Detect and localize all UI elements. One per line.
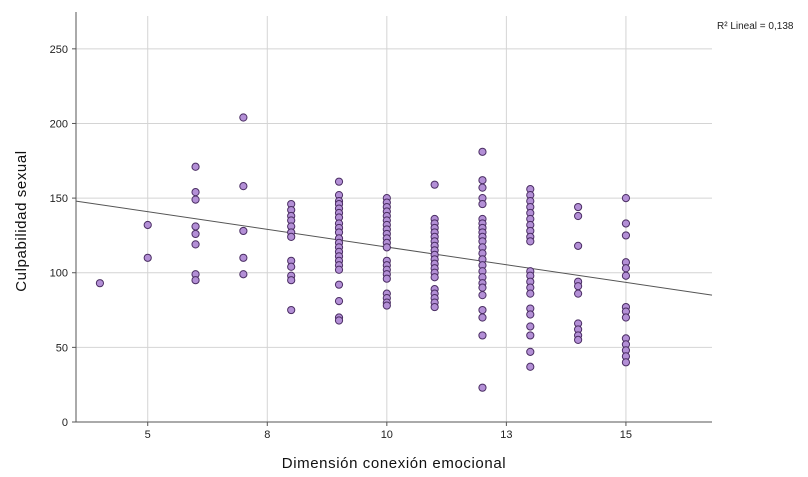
scatter-point [287,305,296,315]
scatter-point [478,305,487,315]
r2-linear-label: R² Lineal = 0,138 [717,21,794,32]
scatter-point [191,162,200,171]
y-tick-label: 200 [50,118,68,130]
scatter-point [478,331,487,340]
scatter-point [191,240,200,249]
scatter-point [621,358,631,367]
scatter-point [191,229,200,239]
scatter-point [526,362,535,371]
scatter-point [574,241,583,250]
scatter-point [526,331,535,340]
scatter-point [478,291,487,300]
y-tick-label: 0 [62,417,68,429]
scatter-point [430,302,439,312]
scatter-point [191,188,200,197]
y-tick-label: 100 [50,268,68,280]
scatter-point [621,264,631,273]
x-tick-label: 15 [620,429,632,441]
scatter-point [621,313,631,322]
scatter-point [239,253,248,262]
axes [72,12,712,426]
scatter-point [191,276,200,285]
scatter-point [143,220,152,230]
scatter-point [287,262,296,271]
scatter-point [478,199,487,209]
x-tick-label: 10 [381,429,393,441]
scatter-point [574,282,583,291]
regression-line [75,200,713,296]
scatter-point [334,316,344,325]
scatter-point [574,202,583,212]
data-points [95,113,631,392]
scatter-point [287,276,296,285]
scatter-point [334,296,344,306]
scatter-point [574,211,583,221]
scatter-point [526,289,535,298]
scatter-point [239,113,248,122]
scatter-point [478,383,487,392]
x-tick-label: 5 [145,429,151,441]
scatter-point [526,237,535,246]
scatter-point [574,335,583,345]
scatter-point [478,176,487,185]
scatter-point [621,219,631,228]
scatter-point [478,183,487,192]
scatter-point [334,265,344,274]
scatter-point [430,180,439,189]
scatter-point [430,273,439,282]
tick-labels: 0 50 100 150 200 250 5 8 10 13 15 [50,44,632,441]
scatter-point [478,283,487,292]
x-tick-label: 13 [500,429,512,441]
scatter-point [621,194,631,203]
scatter-point [621,231,631,240]
y-tick-label: 250 [50,44,68,56]
scatter-point [191,222,200,231]
y-tick-label: 150 [50,193,68,205]
scatter-point [239,182,248,191]
scatter-point [621,271,631,280]
scatter-point [143,253,152,262]
scatter-point [478,313,487,322]
scatter-point [334,177,344,186]
fit-line-group [75,200,713,296]
scatter-point [478,147,487,156]
scatter-point [287,232,296,242]
grid-lines [76,16,712,422]
scatter-point [382,243,391,252]
scatter-point [95,279,105,288]
x-tick-label: 8 [264,429,270,441]
y-tick-label: 50 [56,342,68,354]
scatter-point [526,310,535,319]
y-axis-title: Culpabilidad sexual [13,150,30,292]
scatter-point [382,301,391,310]
scatter-point [382,274,391,283]
scatter-point [239,270,248,279]
scatter-point [334,280,344,289]
scatter-point [239,226,248,236]
x-axis-title: Dimensión conexión emocional [282,455,506,472]
scatter-point [526,322,535,331]
scatter-point [526,347,535,356]
scatter-point [574,289,583,298]
scatter-point [191,195,200,204]
